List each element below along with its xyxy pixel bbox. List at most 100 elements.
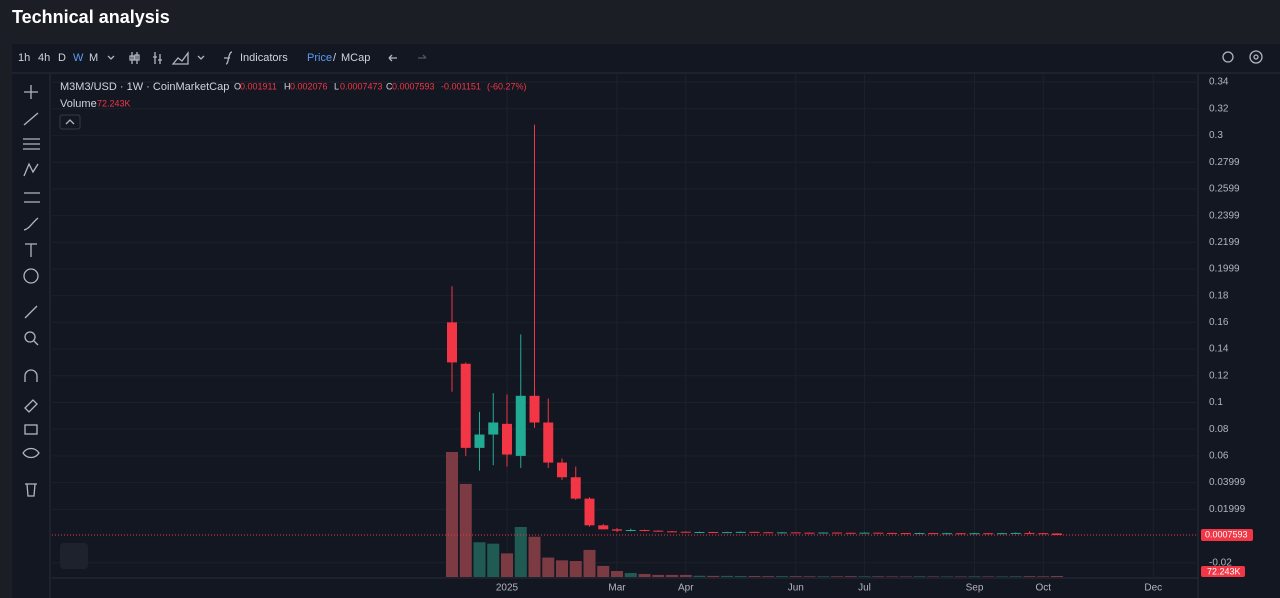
candle-body xyxy=(474,434,485,448)
volume-bar xyxy=(886,576,898,577)
toolbar xyxy=(12,44,1280,72)
timeframe-button[interactable]: M xyxy=(89,52,98,64)
y-tick-label: 0.12 xyxy=(1209,370,1229,381)
volume-bar xyxy=(501,553,513,577)
change-value: -0.001151 xyxy=(441,81,481,91)
volume-bar xyxy=(831,576,843,577)
candle-body xyxy=(873,532,884,534)
volume-bar xyxy=(1009,576,1022,577)
collapse-icon xyxy=(65,119,75,125)
ohlc-label: O xyxy=(234,81,241,91)
price-label: 0.0007593 xyxy=(1205,529,1248,539)
collapse-button[interactable] xyxy=(59,114,81,130)
volume-bar xyxy=(789,576,802,577)
y-tick-label: 0.16 xyxy=(1209,317,1229,328)
candle-body xyxy=(515,395,526,456)
volume-bar xyxy=(1023,576,1036,577)
x-tick-label: Jun xyxy=(788,583,804,594)
candle-body xyxy=(598,525,609,530)
candle-body xyxy=(914,533,925,535)
candle-body xyxy=(502,423,512,455)
y-tick-label: 0.2199 xyxy=(1209,237,1240,248)
timeframe-button[interactable]: 4h xyxy=(38,52,50,64)
volume-bar xyxy=(762,576,775,577)
candle-body xyxy=(969,533,980,535)
timeframe-button[interactable]: D xyxy=(58,52,66,64)
volume-label: 72.243K xyxy=(1207,566,1241,576)
volume-bar xyxy=(968,576,981,577)
y-tick-label: 0.08 xyxy=(1209,424,1229,435)
candle-body xyxy=(584,498,595,526)
y-tick-label: 0.3 xyxy=(1209,130,1223,141)
candle-body xyxy=(447,322,457,363)
volume-bar xyxy=(679,574,692,577)
y-tick-label: 0.32 xyxy=(1209,103,1229,114)
candle-body xyxy=(667,531,677,533)
candle-body xyxy=(845,532,856,534)
page-title: Technical analysis xyxy=(12,7,170,27)
x-tick-label: Sep xyxy=(966,583,984,594)
volume-bar xyxy=(899,576,912,577)
y-tick-label: 0.01999 xyxy=(1209,504,1246,515)
volume-bar xyxy=(1051,575,1063,577)
candle-body xyxy=(639,529,650,531)
volume-bar xyxy=(844,576,857,577)
header-bg xyxy=(0,0,1280,44)
timeframe-button[interactable]: W xyxy=(73,52,84,64)
volume-bar xyxy=(748,576,761,577)
mcap-toggle[interactable]: MCap xyxy=(341,52,370,64)
candle-body xyxy=(694,532,705,534)
y-tick-label: 0.18 xyxy=(1209,290,1229,301)
toggle-separator: / xyxy=(333,52,337,64)
candle-body xyxy=(680,531,691,533)
volume-bar xyxy=(666,574,678,577)
x-tick-label: 2025 xyxy=(496,583,519,594)
candle-body xyxy=(735,531,746,533)
candle-body xyxy=(1010,532,1021,534)
y-tick-label: 0.2399 xyxy=(1209,210,1240,221)
volume-bar xyxy=(872,576,885,577)
symbol: M3M3/USD · 1W · CoinMarketCap xyxy=(60,81,229,93)
volume-bar xyxy=(982,576,995,577)
candle-body xyxy=(708,532,719,534)
volume-bar xyxy=(776,576,788,577)
candle-body xyxy=(1024,532,1035,534)
y-tick-label: 0.14 xyxy=(1209,344,1229,355)
volume-bar xyxy=(707,575,720,577)
candle-body xyxy=(832,532,842,534)
candle-body xyxy=(612,529,622,531)
ohlc-label: L xyxy=(334,81,339,91)
ohlc-label: C xyxy=(386,81,393,91)
candle-body xyxy=(460,363,471,448)
volume-bar xyxy=(446,452,458,577)
drawing-tools[interactable] xyxy=(22,85,40,497)
volume-bar xyxy=(597,565,610,577)
candle-body xyxy=(625,529,636,531)
volume-bar xyxy=(734,576,747,577)
y-tick-label: 0.34 xyxy=(1209,77,1229,88)
candle-body xyxy=(529,395,540,423)
volume-bar xyxy=(996,576,1008,577)
volume-bar xyxy=(556,560,568,577)
indicators-button[interactable]: Indicators xyxy=(240,52,288,64)
volume-bar xyxy=(1037,576,1050,577)
x-tick-label: Apr xyxy=(678,583,694,594)
volume-bar xyxy=(941,576,953,577)
candle-body xyxy=(777,532,787,534)
candle-body xyxy=(722,532,732,534)
candle-body xyxy=(543,422,554,463)
ohlc-value: 0.0007473 xyxy=(340,81,383,91)
volume-bar xyxy=(487,543,500,577)
price-toggle[interactable]: Price xyxy=(307,52,332,64)
volume-bar xyxy=(927,576,940,577)
y-tick-label: 0.2799 xyxy=(1209,157,1240,168)
y-tick-label: -0.02 xyxy=(1209,557,1232,568)
candle-body xyxy=(1038,533,1049,535)
timeframe-button[interactable]: 1h xyxy=(18,52,30,64)
volume-bar xyxy=(514,527,527,577)
volume-value: 72.243K xyxy=(97,98,131,108)
volume-bar xyxy=(459,483,472,577)
volume-bar xyxy=(542,557,555,577)
tv-logo xyxy=(60,543,88,569)
